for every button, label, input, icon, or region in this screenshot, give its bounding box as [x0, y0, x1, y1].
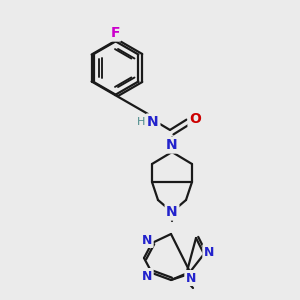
Text: N: N	[142, 269, 152, 283]
Text: H: H	[137, 117, 145, 127]
Text: O: O	[189, 112, 201, 126]
Text: N: N	[147, 115, 159, 129]
Text: N: N	[186, 272, 196, 284]
Text: N: N	[204, 245, 214, 259]
Text: N: N	[142, 233, 152, 247]
Text: N: N	[166, 205, 178, 219]
Text: F: F	[110, 26, 120, 40]
Text: N: N	[166, 138, 178, 152]
